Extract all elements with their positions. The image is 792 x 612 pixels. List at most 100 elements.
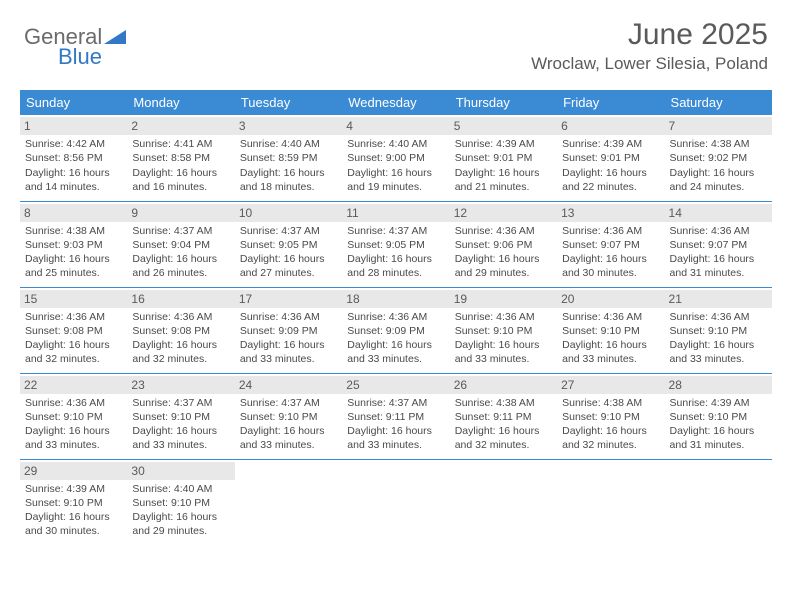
calendar-day-cell: 8Sunrise: 4:38 AMSunset: 9:03 PMDaylight… [20, 201, 127, 287]
sunrise-line: Sunrise: 4:36 AM [25, 396, 122, 410]
day-number: 23 [127, 376, 234, 394]
calendar-week-row: 22Sunrise: 4:36 AMSunset: 9:10 PMDayligh… [20, 373, 772, 459]
calendar-day-cell: 28Sunrise: 4:39 AMSunset: 9:10 PMDayligh… [665, 373, 772, 459]
sunset-line: Sunset: 9:10 PM [25, 496, 122, 510]
day-number: 9 [127, 204, 234, 222]
calendar-day-cell: 27 Sunrise: 4:38 AMSunset: 9:10 PMDayligh… [557, 373, 664, 459]
daylight-line: Daylight: 16 hours and 33 minutes. [455, 338, 552, 366]
sunset-line: Sunset: 9:05 PM [240, 238, 337, 252]
calendar-table: SundayMondayTuesdayWednesdayThursdayFrid… [20, 90, 772, 545]
sunrise-line: Sunrise: 4:36 AM [25, 310, 122, 324]
daylight-line: Daylight: 16 hours and 33 minutes. [347, 338, 444, 366]
sunset-line: Sunset: 9:11 PM [455, 410, 552, 424]
sunrise-line: Sunrise: 4:36 AM [240, 310, 337, 324]
day-number: 15 [20, 290, 127, 308]
day-number: 16 [127, 290, 234, 308]
daylight-line: Daylight: 16 hours and 31 minutes. [670, 252, 767, 280]
day-number: 11 [342, 204, 449, 222]
sunrise-line: Sunrise: 4:36 AM [132, 310, 229, 324]
day-number: 2 [127, 117, 234, 135]
daylight-line: Daylight: 16 hours and 32 minutes. [562, 424, 659, 452]
calendar-day-cell: 13Sunrise: 4:36 AMSunset: 9:07 PMDayligh… [557, 201, 664, 287]
sunset-line: Sunset: 9:08 PM [25, 324, 122, 338]
sunset-line: Sunset: 9:10 PM [455, 324, 552, 338]
sunrise-line: Sunrise: 4:39 AM [455, 137, 552, 151]
calendar-day-cell: 29Sunrise: 4:39 AMSunset: 9:10 PMDayligh… [20, 459, 127, 545]
calendar-day-cell: 22Sunrise: 4:36 AMSunset: 9:10 PMDayligh… [20, 373, 127, 459]
sunrise-line: Sunrise: 4:38 AM [25, 224, 122, 238]
sunset-line: Sunset: 9:03 PM [25, 238, 122, 252]
sunset-line: Sunset: 9:01 PM [562, 151, 659, 165]
sunrise-line: Sunrise: 4:37 AM [240, 396, 337, 410]
day-header: Friday [557, 90, 664, 115]
day-header: Thursday [450, 90, 557, 115]
day-number: 24 [235, 376, 342, 394]
sunset-line: Sunset: 9:07 PM [562, 238, 659, 252]
daylight-line: Daylight: 16 hours and 26 minutes. [132, 252, 229, 280]
day-header: Sunday [20, 90, 127, 115]
day-number: 3 [235, 117, 342, 135]
calendar-week-row: 8Sunrise: 4:38 AMSunset: 9:03 PMDaylight… [20, 201, 772, 287]
calendar-day-cell: 3Sunrise: 4:40 AMSunset: 8:59 PMDaylight… [235, 115, 342, 201]
sunrise-line: Sunrise: 4:36 AM [455, 310, 552, 324]
sunrise-line: Sunrise: 4:36 AM [347, 310, 444, 324]
sunset-line: Sunset: 9:10 PM [562, 410, 659, 424]
day-header: Saturday [665, 90, 772, 115]
month-title: June 2025 [531, 18, 768, 52]
sunrise-line: Sunrise: 4:37 AM [240, 224, 337, 238]
sunset-line: Sunset: 9:10 PM [25, 410, 122, 424]
daylight-line: Daylight: 16 hours and 29 minutes. [132, 510, 229, 538]
calendar-day-cell: 11 Sunrise: 4:37 AMSunset: 9:05 PMDayligh… [342, 201, 449, 287]
calendar-day-cell: 12Sunrise: 4:36 AMSunset: 9:06 PMDayligh… [450, 201, 557, 287]
day-number: 28 [665, 376, 772, 394]
sunrise-line: Sunrise: 4:37 AM [347, 224, 444, 238]
daylight-line: Daylight: 16 hours and 33 minutes. [347, 424, 444, 452]
day-header: Tuesday [235, 90, 342, 115]
sunset-line: Sunset: 9:07 PM [670, 238, 767, 252]
sunrise-line: Sunrise: 4:37 AM [132, 224, 229, 238]
sunrise-line: Sunrise: 4:38 AM [670, 137, 767, 151]
day-number: 17 [235, 290, 342, 308]
day-number: 25 [342, 376, 449, 394]
day-number: 29 [20, 462, 127, 480]
header: General Blue June 2025 Wroclaw, Lower Si… [0, 0, 792, 82]
sunrise-line: Sunrise: 4:36 AM [562, 224, 659, 238]
calendar-day-cell: 1Sunrise: 4:42 AMSunset: 8:56 PMDaylight… [20, 115, 127, 201]
day-number: 27 [557, 376, 664, 394]
calendar-day-cell: 7Sunrise: 4:38 AMSunset: 9:02 PMDaylight… [665, 115, 772, 201]
day-number: 20 [557, 290, 664, 308]
calendar-day-cell [342, 459, 449, 545]
sunset-line: Sunset: 9:10 PM [670, 410, 767, 424]
sunrise-line: Sunrise: 4:36 AM [455, 224, 552, 238]
calendar-day-cell: 15Sunrise: 4:36 AMSunset: 9:08 PMDayligh… [20, 287, 127, 373]
day-number: 12 [450, 204, 557, 222]
sunrise-line: Sunrise: 4:36 AM [562, 310, 659, 324]
sunset-line: Sunset: 9:09 PM [240, 324, 337, 338]
sunrise-line: Sunrise: 4:38 AM [562, 396, 659, 410]
daylight-line: Daylight: 16 hours and 33 minutes. [132, 424, 229, 452]
day-header: Wednesday [342, 90, 449, 115]
sunset-line: Sunset: 9:10 PM [562, 324, 659, 338]
sunset-line: Sunset: 9:05 PM [347, 238, 444, 252]
sunrise-line: Sunrise: 4:39 AM [25, 482, 122, 496]
day-number: 30 [127, 462, 234, 480]
daylight-line: Daylight: 16 hours and 22 minutes. [562, 166, 659, 194]
calendar-day-cell: 20 Sunrise: 4:36 AMSunset: 9:10 PMDayligh… [557, 287, 664, 373]
day-header: Monday [127, 90, 234, 115]
daylight-line: Daylight: 16 hours and 28 minutes. [347, 252, 444, 280]
sunset-line: Sunset: 9:08 PM [132, 324, 229, 338]
day-number: 14 [665, 204, 772, 222]
calendar-day-cell: 19Sunrise: 4:36 AMSunset: 9:10 PMDayligh… [450, 287, 557, 373]
daylight-line: Daylight: 16 hours and 25 minutes. [25, 252, 122, 280]
day-number: 4 [342, 117, 449, 135]
day-number: 5 [450, 117, 557, 135]
day-number: 22 [20, 376, 127, 394]
daylight-line: Daylight: 16 hours and 33 minutes. [562, 338, 659, 366]
sunrise-line: Sunrise: 4:40 AM [132, 482, 229, 496]
sunset-line: Sunset: 8:56 PM [25, 151, 122, 165]
daylight-line: Daylight: 16 hours and 33 minutes. [240, 338, 337, 366]
daylight-line: Daylight: 16 hours and 33 minutes. [240, 424, 337, 452]
daylight-line: Daylight: 16 hours and 33 minutes. [670, 338, 767, 366]
location-text: Wroclaw, Lower Silesia, Poland [531, 54, 768, 74]
daylight-line: Daylight: 16 hours and 14 minutes. [25, 166, 122, 194]
